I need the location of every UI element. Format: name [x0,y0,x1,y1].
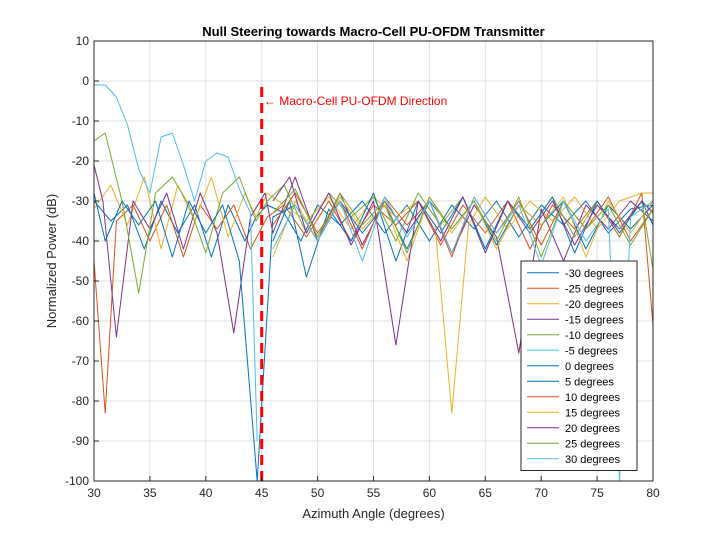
legend-label: 0 degrees [565,361,614,373]
series-line [272,196,653,262]
y-tick-label: -30 [72,194,90,208]
x-tick-label: 40 [199,486,213,500]
y-tick-label: -50 [72,274,90,288]
legend-label: -15 degrees [565,314,624,326]
tick-layer: 30 35 40 45 50 55 60 65 70 75 80 10 0 -10 -20 -30 -40 -50… [65,34,660,500]
y-tick-label: -90 [72,434,90,448]
y-tick-label: -40 [72,234,90,248]
legend-label: 20 degrees [565,423,621,435]
x-tick-label: 45 [255,486,269,500]
series-line [272,196,653,481]
x-tick-label: 70 [535,486,549,500]
x-tick-label: 80 [646,486,660,500]
series-line [94,132,653,294]
series-line [94,84,258,442]
x-tick-label: 55 [367,486,381,500]
legend-label: 15 degrees [565,407,621,419]
series-line [94,176,653,414]
legend-label: 30 degrees [565,454,621,466]
legend-label: 5 degrees [565,376,614,388]
series-line [272,192,653,258]
y-tick-label: -60 [72,314,90,328]
legend-label: -5 degrees [565,345,618,357]
legend: -30 degrees -25 degrees -20 degrees -15 deg… [520,260,638,471]
x-tick-label: 35 [143,486,157,500]
legend-label: 25 degrees [565,438,621,450]
y-tick-label: -100 [65,474,89,488]
y-tick-label: -20 [72,154,90,168]
y-tick-label: 0 [82,74,89,88]
x-tick-label: 30 [87,486,101,500]
y-tick-label: -80 [72,394,90,408]
legend-label: -25 degrees [565,283,624,295]
y-axis-label: Normalized Power (dB) [44,194,59,328]
legend-label: 10 degrees [565,392,621,404]
x-tick-label: 60 [423,486,437,500]
y-tick-label: -70 [72,354,90,368]
chart-title: Null Steering towards Macro-Cell PU-OFDM… [202,24,544,39]
legend-label: -10 degrees [565,330,624,342]
series-layer [94,84,653,481]
series-line [272,188,653,258]
x-axis-label: Azimuth Angle (degrees) [302,506,444,521]
y-tick-label: 10 [76,34,90,48]
x-tick-label: 75 [590,486,604,500]
series-line [272,176,653,346]
annotation-label: ← Macro-Cell PU-OFDM Direction [264,94,447,108]
legend-label: -30 degrees [565,268,624,280]
x-tick-label: 65 [479,486,493,500]
x-tick-label: 50 [311,486,325,500]
y-tick-label: -10 [72,114,90,128]
legend-label: -20 degrees [565,299,624,311]
